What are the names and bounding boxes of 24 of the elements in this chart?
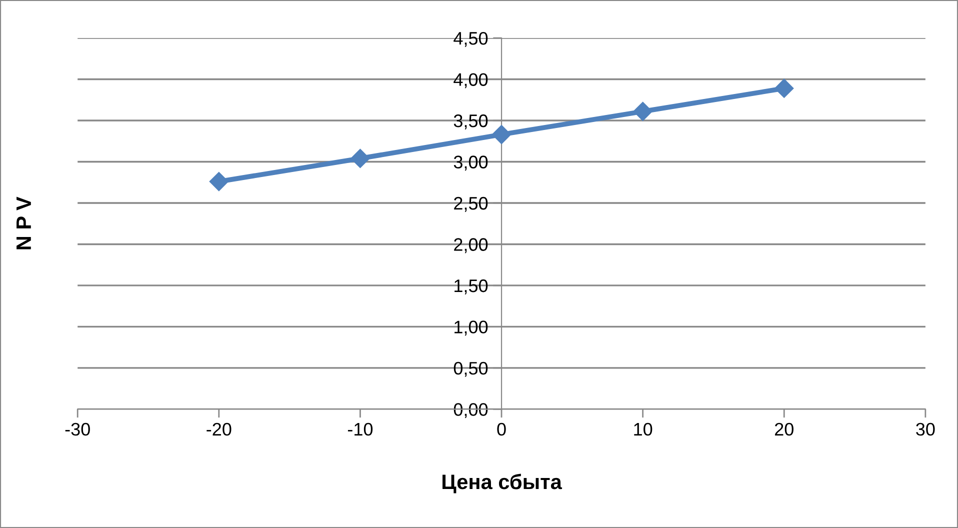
x-tick-label: 10 [634,422,652,436]
point [350,148,370,168]
y-tick-label: 4,00 [454,73,488,88]
point [774,78,794,98]
point [209,172,228,192]
x-tick-label: -30 [65,422,90,436]
y-tick-label: 4,50 [454,32,488,47]
y-tick-label: 2,00 [454,238,488,254]
x-axis-title: Цена сбыта [442,474,562,494]
y-axis-title: N P V [16,196,31,250]
x-tick-label: 20 [774,422,794,436]
y-tick-label: 0,00 [454,403,488,418]
x-tick-label: 0 [497,422,506,436]
y-tick-label: 2,50 [454,196,488,212]
y-tick-label: 0,50 [454,362,488,377]
point [633,102,652,121]
y-tick-label: 3,00 [454,156,488,171]
y-tick-label: 1,50 [454,279,488,294]
y-tick-label: 3,50 [454,114,488,130]
x-tick-label: 30 [916,422,935,436]
x-tick-label: -10 [348,422,373,436]
point [492,124,512,144]
y-tick-label: 1,00 [454,320,488,336]
x-tick-label: -20 [206,422,232,436]
